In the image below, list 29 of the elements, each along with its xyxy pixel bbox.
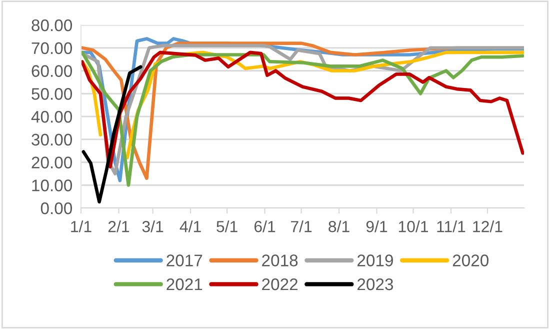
- y-tick-label: 10.00: [32, 180, 72, 192]
- legend-label: 2020: [452, 254, 488, 266]
- x-tick-label: 5/1: [216, 220, 238, 232]
- y-tick-label: 40.00: [31, 110, 72, 123]
- y-tick-label: 30.00: [32, 134, 72, 146]
- y-tick-label: 50.00: [32, 88, 72, 100]
- y-tick-label: 80.00: [32, 19, 72, 32]
- x-tick-label: 6/1: [254, 220, 276, 232]
- legend-label: 2021: [166, 278, 202, 290]
- legend-label: 2022: [262, 278, 298, 290]
- x-tick-label: 7/1: [291, 220, 312, 232]
- x-tick-label: 1/1: [71, 220, 92, 232]
- x-tick-label: 9/1: [366, 220, 388, 232]
- x-tick-label: 11/1: [437, 220, 466, 232]
- x-tick-label: 2/1: [108, 220, 130, 232]
- y-tick-label: 20.00: [32, 156, 72, 168]
- x-tick-label: 4/1: [180, 220, 201, 232]
- x-tick-label: 8/1: [328, 220, 350, 232]
- x-tick-label: 3/1: [142, 220, 164, 232]
- legend-label: 2018: [262, 254, 298, 266]
- legend-label: 2019: [358, 254, 393, 266]
- y-tick-label: 0.00: [40, 202, 72, 214]
- legend-label: 2017: [166, 254, 202, 266]
- x-tick-label: 10/1: [398, 220, 428, 232]
- legend-label: 2023: [358, 278, 394, 290]
- y-tick-label: 70.00: [32, 42, 72, 54]
- x-tick-label: 12/1: [473, 220, 502, 232]
- line-series: [82, 65, 142, 204]
- y-tick-label: 60.00: [32, 65, 72, 77]
